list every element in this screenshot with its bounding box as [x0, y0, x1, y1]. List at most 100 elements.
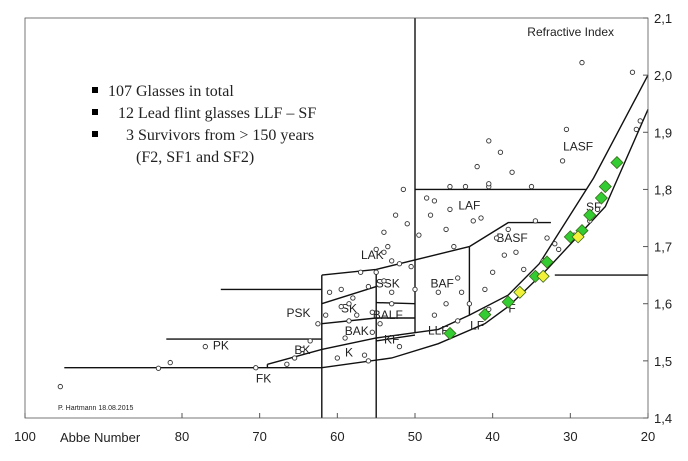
glass-point: [369, 329, 375, 335]
glass-point: [431, 312, 438, 318]
glass-point: [291, 355, 298, 361]
x-tick-label: 40: [485, 429, 499, 444]
glass-point: [528, 183, 535, 190]
glass-point: [373, 269, 379, 275]
survivor-glass-marker: [513, 285, 527, 299]
glass-point: [490, 269, 496, 275]
survivor-glass-marker: [571, 230, 585, 244]
plot-frame: [24, 17, 649, 419]
x-tick-label: 50: [408, 429, 422, 444]
lak-lower-boundary: [321, 245, 470, 276]
ssk-lower-boundary: [321, 285, 377, 305]
x-tick-label: 70: [252, 429, 266, 444]
glass-point: [443, 226, 449, 233]
glass-point: [253, 365, 259, 371]
glass-point: [497, 149, 504, 155]
glass-point: [427, 212, 434, 218]
lead-flint-glass-marker: [540, 255, 554, 269]
glass-point: [381, 229, 387, 235]
glass-point: [509, 169, 515, 175]
glass-point: [423, 195, 430, 201]
glass-point: [400, 186, 406, 193]
glass-point: [389, 258, 395, 264]
y-tick-label: 1,8: [654, 182, 672, 197]
lead-flint-glass-marker: [443, 326, 457, 340]
glass-point: [462, 183, 469, 190]
glass-point: [443, 301, 449, 307]
glass-point: [357, 269, 364, 275]
glass-point: [474, 163, 480, 170]
glass-point: [202, 343, 208, 350]
y-tick-label: 1,4: [654, 411, 672, 426]
region-label-ssk: SSK: [376, 277, 400, 291]
region-label-llf: LLF: [428, 324, 449, 338]
glass-point: [307, 338, 313, 344]
region-label-balf: BALF: [373, 308, 403, 322]
region-label-fk: FK: [256, 372, 271, 386]
legend-line-lead-flint: 12 Lead flint glasses LLF – SF: [118, 105, 316, 122]
legend-line-total: 107 Glasses in total: [108, 83, 234, 100]
glass-point: [354, 312, 360, 318]
glass-point: [521, 266, 527, 273]
glass-point: [486, 138, 492, 144]
legend-bullet: [92, 131, 98, 137]
glass-point: [350, 295, 356, 301]
region-label-baf: BAF: [431, 277, 454, 291]
glass-point: [458, 289, 465, 295]
x-tick-label: 80: [175, 429, 189, 444]
glass-point: [637, 118, 643, 124]
region-label-bak: BAK: [345, 324, 369, 338]
glass-point: [451, 243, 457, 250]
legend-line-survivors: 3 Survivors from > 150 years: [126, 127, 314, 144]
glass-point: [455, 275, 461, 281]
glass-point: [346, 301, 352, 307]
y-tick-label: 1,7: [654, 240, 672, 255]
lead-flint-glass-marker: [610, 156, 624, 170]
glass-point: [155, 365, 162, 371]
glass-point: [365, 283, 372, 290]
glass-point: [315, 321, 321, 327]
glass-point: [633, 126, 639, 133]
x-tick-label: 60: [330, 429, 344, 444]
legend-bullet: [92, 109, 98, 115]
region-label-lak: LAK: [361, 248, 384, 262]
glass-point: [447, 183, 453, 190]
glass-point: [579, 59, 585, 66]
glass-point: [381, 249, 387, 255]
legend: 107 Glasses in total 12 Lead flint glass…: [92, 83, 316, 166]
glass-point: [563, 126, 570, 133]
glass-point: [408, 263, 414, 270]
lead-flint-glass-marker: [501, 295, 515, 309]
x-axis-title: Abbe Number: [60, 430, 141, 445]
glass-point: [377, 321, 383, 327]
glass-point: [431, 198, 438, 204]
glass-point: [486, 306, 492, 313]
glass-point: [493, 235, 500, 241]
lead-flint-glass-marker: [594, 191, 608, 205]
glass-point: [412, 286, 418, 293]
glass-point: [342, 335, 348, 341]
glass-point: [167, 359, 173, 366]
glass-point: [470, 218, 476, 224]
glass-point: [334, 355, 340, 361]
region-label-pk: PK: [213, 338, 229, 352]
x-tick-label: 100: [14, 429, 36, 444]
glass-point: [57, 383, 63, 390]
glass-point: [478, 215, 484, 221]
glass-point: [389, 289, 395, 295]
glass-point: [323, 312, 329, 318]
glass-point: [629, 69, 636, 75]
region-label-k: K: [345, 345, 353, 359]
survivor-glass-marker: [536, 269, 550, 283]
glass-point: [513, 249, 519, 255]
glass-point: [447, 206, 453, 213]
glass-point: [556, 246, 562, 253]
y-tick-label: 1,9: [654, 125, 672, 140]
glass-point: [552, 241, 558, 247]
glass-point: [396, 261, 403, 267]
x-tick-label: 30: [563, 429, 577, 444]
glass-point: [486, 181, 492, 187]
region-label-f: F: [508, 301, 515, 315]
